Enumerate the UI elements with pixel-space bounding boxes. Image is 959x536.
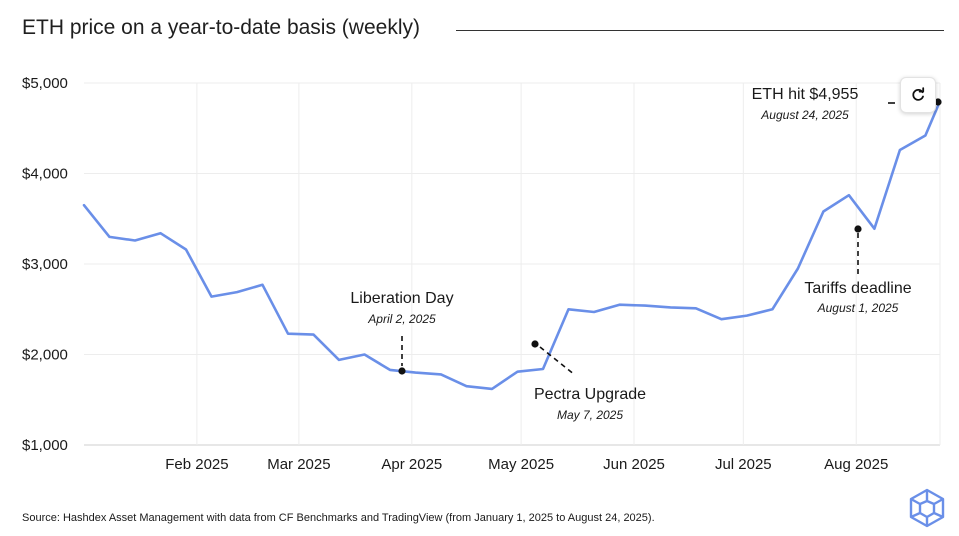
source-note: Source: Hashdex Asset Management with da… xyxy=(22,512,655,524)
annotation-liberation-day: Liberation Day April 2, 2025 xyxy=(350,290,454,375)
annotation-label-pectra-upgrade: Pectra Upgrade xyxy=(534,386,646,403)
y-tick-label: $4,000 xyxy=(22,166,68,183)
y-tick-label: $3,000 xyxy=(22,256,68,273)
y-tick-label: $1,000 xyxy=(22,437,68,454)
x-tick-label: May 2025 xyxy=(488,456,554,473)
y-tick-label: $2,000 xyxy=(22,347,68,364)
series-layer xyxy=(82,99,942,391)
x-tick-label: Mar 2025 xyxy=(267,456,330,473)
annotation-dot-tariffs-deadline xyxy=(854,225,862,233)
annotation-dot-liberation-day xyxy=(398,367,406,375)
x-tick-label: Feb 2025 xyxy=(165,456,228,473)
annotation-date-pectra-upgrade: May 7, 2025 xyxy=(557,408,623,422)
annotation-dot-pectra-upgrade xyxy=(531,340,539,348)
annotation-label-eth-peak: ETH hit $4,955 xyxy=(752,86,859,103)
y-tick-label: $5,000 xyxy=(22,75,68,92)
annotation-date-tariffs-deadline: August 1, 2025 xyxy=(817,301,899,315)
chart-title: ETH price on a year-to-date basis (weekl… xyxy=(22,16,420,39)
eth-price-series-line xyxy=(82,99,942,391)
title-divider xyxy=(456,30,944,31)
annotation-date-eth-peak: August 24, 2025 xyxy=(760,108,849,122)
annotation-label-liberation-day: Liberation Day xyxy=(350,290,453,307)
cube-logo-icon xyxy=(909,488,945,528)
y-axis: $1,000 $2,000 $3,000 $4,000 $5,000 xyxy=(22,75,68,454)
annotation-dot-eth-peak xyxy=(934,98,942,106)
x-tick-label: Jul 2025 xyxy=(715,456,772,473)
x-tick-label: Jun 2025 xyxy=(603,456,665,473)
annotation-pectra-upgrade: Pectra Upgrade May 7, 2025 xyxy=(531,340,646,422)
x-tick-label: Aug 2025 xyxy=(824,456,888,473)
annotation-label-tariffs-deadline: Tariffs deadline xyxy=(804,280,911,297)
refresh-button[interactable] xyxy=(900,77,936,113)
x-tick-label: Apr 2025 xyxy=(381,456,442,473)
refresh-icon xyxy=(912,87,925,101)
annotation-date-liberation-day: April 2, 2025 xyxy=(367,312,436,326)
annotation-leader-pectra-upgrade xyxy=(539,346,576,376)
annotation-tariffs-deadline: Tariffs deadline August 1, 2025 xyxy=(804,225,912,315)
annotation-eth-peak: ETH hit $4,955 August 24, 2025 xyxy=(752,86,942,122)
grid-layer xyxy=(84,82,941,446)
x-axis: Feb 2025 Mar 2025 Apr 2025 May 2025 Jun 2025… xyxy=(165,456,888,473)
